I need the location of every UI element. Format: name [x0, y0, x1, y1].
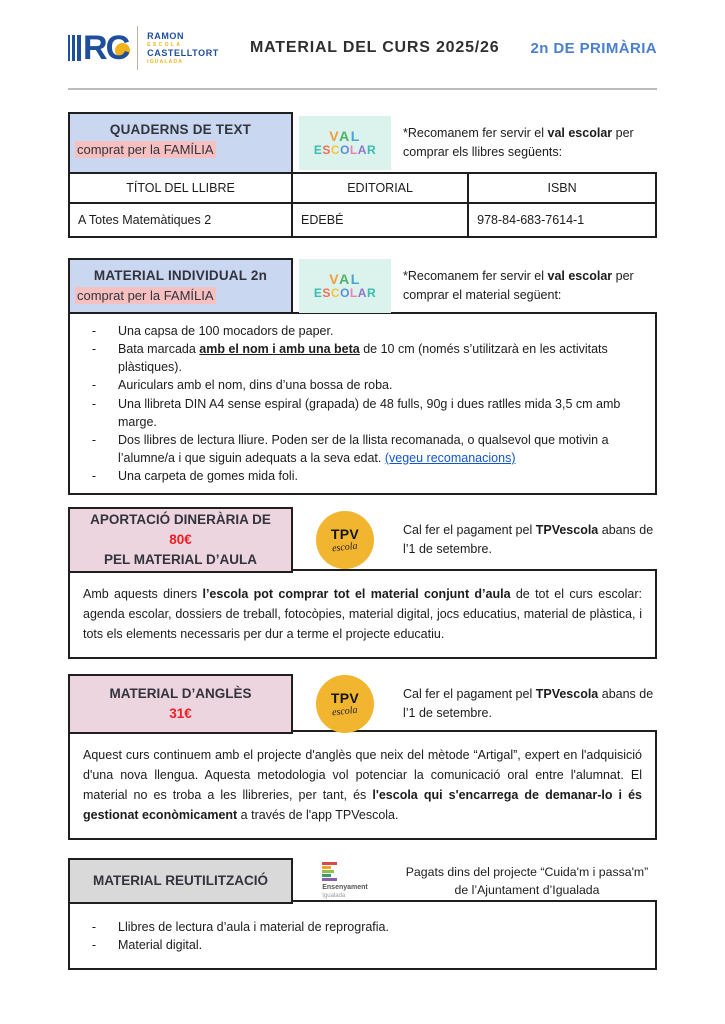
section-reutilitzacio-header: MATERIAL REUTILITZACIÓ Ensenyament Igual…: [68, 858, 657, 905]
section-aportacio-content-box: Amb aquests diners l’escola pot comprar …: [68, 569, 657, 660]
page-title: MATERIAL DEL CURS 2025/26: [250, 39, 500, 56]
project-note: Pagats dins del projecte “Cuida'm i pass…: [405, 864, 649, 898]
ensenyament-igualada-logo-icon: Ensenyament Igualada: [322, 862, 368, 900]
section-title: MATERIAL REUTILITZACIÓ: [93, 873, 268, 888]
logo-letter-r: R: [83, 28, 108, 67]
recomanacions-link[interactable]: (vegeu recomanacions): [384, 450, 516, 465]
val-logo-line1: VAL: [329, 128, 361, 145]
books-table: TÍTOL DEL LLIBRE EDITORIAL ISBN A Totes …: [67, 172, 657, 238]
amount-label: 31€: [169, 706, 192, 722]
val-escolar-logo-slot: VAL ESCOLAR: [293, 116, 397, 170]
ensenyament-e-icon: [322, 862, 338, 882]
tpv-escola-logo-icon: TPV escola: [316, 511, 374, 570]
reutilitzacio-list: - Llibres de lectura d’aula i material de…: [70, 902, 655, 968]
ensenyament-logo-slot: Ensenyament Igualada: [293, 862, 397, 900]
cell-isbn: 978-84-683-7614-1: [467, 202, 657, 238]
payment-note: Cal fer el pagament pel TPVescola abans …: [403, 523, 654, 557]
val-escolar-logo-icon: VAL ESCOLAR: [299, 259, 391, 313]
tpv-escola-logo-icon: TPV escola: [316, 675, 374, 734]
list-item: - Material digital.: [91, 938, 203, 953]
section-reutilitzacio: MATERIAL REUTILITZACIÓ Ensenyament Igual…: [68, 858, 657, 971]
section-aportacio-header: APORTACIÓ DINERÀRIA DE 80€ PEL MATERIAL …: [68, 507, 657, 574]
school-logo: R C RAMON ESCOLA CASTELLTORT IGUALADA: [68, 26, 219, 70]
section-individual: MATERIAL INDIVIDUAL 2n comprat per la FA…: [68, 258, 657, 496]
page-header: R C RAMON ESCOLA CASTELLTORT IGUALADA MA…: [68, 0, 657, 80]
section-title-line1: APORTACIÓ DINERÀRIA DE: [90, 511, 271, 527]
section-quaderns: QUADERNS DE TEXT comprat per la FAMÍLIA …: [67, 112, 657, 238]
section-quaderns-header: QUADERNS DE TEXT comprat per la FAMÍLIA …: [68, 112, 657, 174]
table-row: A Totes Matemàtiques 2 EDEBÉ 978-84-683-…: [67, 202, 657, 238]
list-item: - Una carpeta de gomes mida foli.: [91, 469, 298, 483]
school-name-line: IGUALADA: [147, 58, 184, 65]
column-header-isbn: ISBN: [467, 172, 657, 204]
section-reutilitzacio-title-box: MATERIAL REUTILITZACIÓ: [68, 858, 293, 905]
section-reutilitzacio-content-box: - Llibres de lectura d’aula i material de…: [68, 900, 657, 971]
section-title: MATERIAL D’ANGLÈS: [109, 685, 252, 701]
val-escolar-logo-icon: VAL ESCOLAR: [299, 116, 391, 170]
material-list: - Una capsa de 100 mocadors de paper. - Ba…: [70, 314, 655, 493]
list-item: - Dos llibres de lectura lliure. Poden se…: [91, 432, 609, 465]
tpv-logo-slot: TPV escola: [293, 511, 397, 570]
school-name-line: RAMON: [147, 31, 185, 42]
section-quaderns-title-box: QUADERNS DE TEXT comprat per la FAMÍLIA: [68, 112, 293, 174]
val-logo-line2: ESCOLAR: [313, 143, 377, 158]
cell-book-title: A Totes Matemàtiques 2: [67, 202, 294, 238]
highlighted-text: comprat per la FAMÍLIA: [75, 287, 216, 304]
section-aportacio-title-box: APORTACIÓ DINERÀRIA DE 80€ PEL MATERIAL …: [68, 507, 293, 574]
section-individual-content-box: - Una capsa de 100 mocadors de paper. - Ba…: [68, 312, 657, 496]
section-title-line2: PEL MATERIAL D’AULA: [103, 552, 257, 568]
section-subtitle: comprat per la FAMÍLIA: [70, 137, 291, 164]
section-subtitle: comprat per la FAMÍLIA: [70, 283, 291, 310]
grade-label: 2n DE PRIMÀRIA: [530, 39, 657, 57]
school-name: RAMON ESCOLA CASTELLTORT IGUALADA: [147, 31, 219, 65]
school-logo-mark-icon: R C: [68, 28, 131, 67]
val-logo-line1: VAL: [329, 271, 361, 288]
cell-editorial: EDEBÉ: [291, 202, 470, 238]
section-angles: MATERIAL D’ANGLÈS 31€ TPV escola Cal fer…: [68, 674, 657, 841]
payment-note: Cal fer el pagament pel TPVescola abans …: [403, 687, 654, 721]
section-title: QUADERNS DE TEXT: [109, 122, 252, 137]
section-individual-header: MATERIAL INDIVIDUAL 2n comprat per la FA…: [68, 258, 657, 314]
section-angles-title-box: MATERIAL D’ANGLÈS 31€: [68, 674, 293, 735]
list-item: - Una capsa de 100 mocadors de paper.: [91, 324, 334, 338]
logo-divider: [137, 26, 139, 70]
amount-label: 80€: [169, 532, 192, 547]
section-note: *Recomanem fer servir el val escolar per…: [403, 269, 634, 302]
angles-paragraph: Aquest curs continuem amb el projecte d'…: [83, 748, 642, 823]
list-item: - Llibres de lectura d’aula i material de…: [91, 920, 389, 935]
header-rule: [68, 88, 657, 90]
table-header-row: TÍTOL DEL LLIBRE EDITORIAL ISBN: [67, 172, 657, 204]
section-note: *Recomanem fer servir el val escolar per…: [403, 126, 634, 159]
section-angles-content-box: Aquest curs continuem amb el projecte d'…: [68, 730, 657, 841]
logo-letter-c: C: [105, 28, 131, 67]
tpv-logo-slot: TPV escola: [293, 675, 397, 734]
column-header-editorial: EDITORIAL: [291, 172, 470, 204]
section-individual-title-box: MATERIAL INDIVIDUAL 2n comprat per la FA…: [68, 258, 293, 314]
list-item: - Auriculars amb el nom, dins d’una bossa…: [91, 378, 393, 393]
school-name-line: CASTELLTORT: [147, 48, 219, 58]
list-item: - Bata marcada amb el nom i amb una beta …: [91, 342, 608, 375]
logo-bars-icon: [68, 35, 81, 64]
section-aportacio: APORTACIÓ DINERÀRIA DE 80€ PEL MATERIAL …: [68, 507, 657, 660]
val-escolar-logo-slot: VAL ESCOLAR: [293, 259, 397, 313]
section-angles-header: MATERIAL D’ANGLÈS 31€ TPV escola Cal fer…: [68, 674, 657, 735]
val-logo-line2: ESCOLAR: [313, 286, 377, 301]
highlighted-text: comprat per la FAMÍLIA: [75, 141, 216, 158]
school-name-line: ESCOLA: [147, 42, 183, 48]
section-title: MATERIAL INDIVIDUAL 2n: [93, 268, 268, 283]
list-item: - Una llibreta DIN A4 sense espiral (grap…: [91, 396, 621, 429]
column-header-title: TÍTOL DEL LLIBRE: [67, 172, 294, 204]
aportacio-paragraph: Amb aquests diners l’escola pot comprar …: [83, 587, 643, 642]
